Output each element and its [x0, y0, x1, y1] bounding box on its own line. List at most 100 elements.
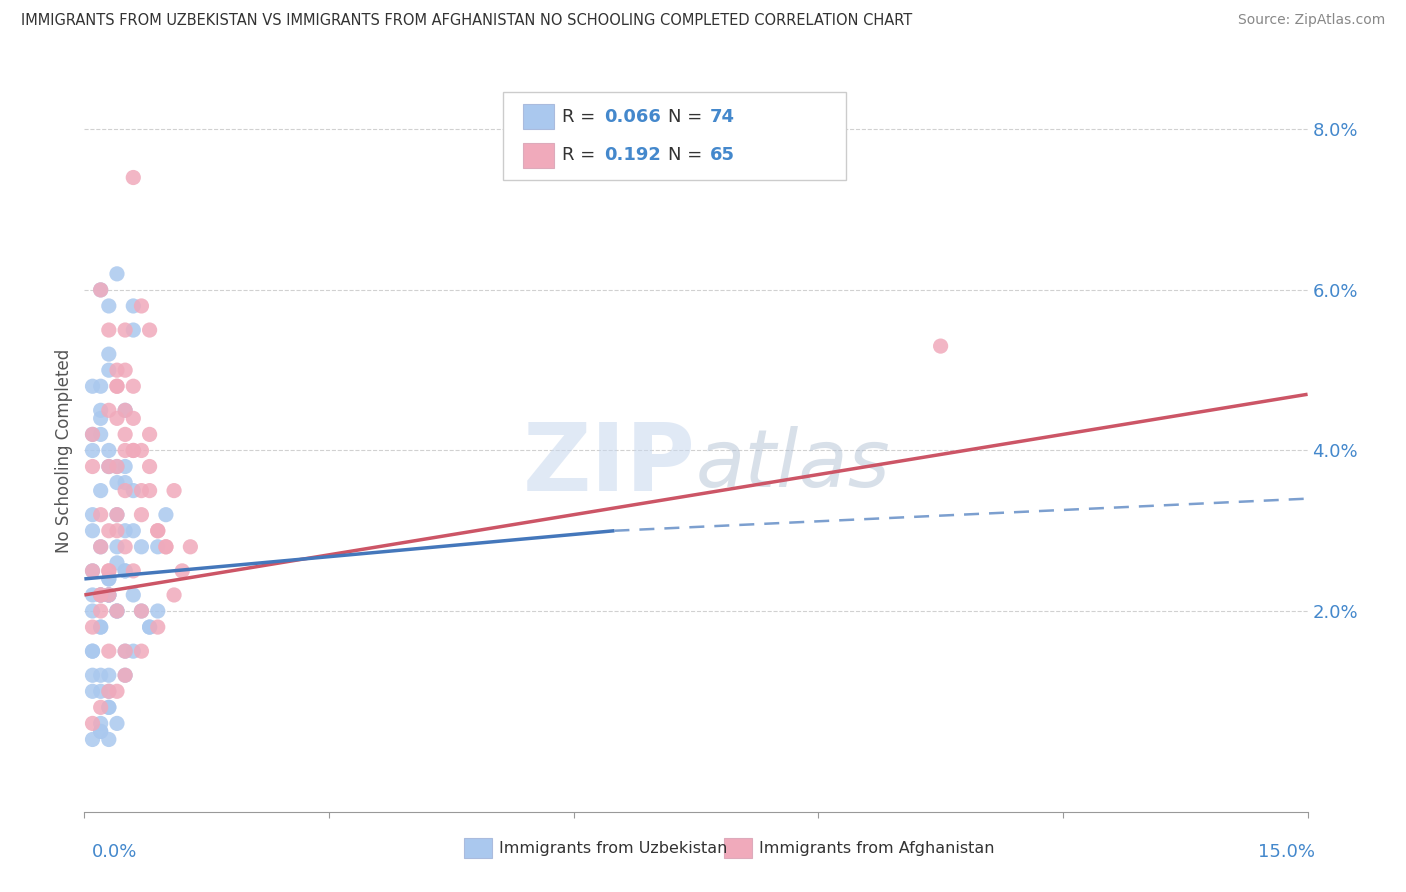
Point — [138, 620, 160, 634]
Point — [97, 572, 120, 586]
Text: R =: R = — [562, 146, 602, 164]
Point — [105, 684, 128, 698]
Point — [114, 403, 136, 417]
Text: Immigrants from Uzbekistan: Immigrants from Uzbekistan — [499, 841, 727, 855]
Point — [97, 459, 120, 474]
Point — [82, 644, 104, 658]
Text: R =: R = — [562, 108, 602, 126]
Point — [82, 644, 104, 658]
Point — [82, 732, 104, 747]
Point — [146, 604, 169, 618]
Point — [105, 459, 128, 474]
Point — [90, 724, 112, 739]
Point — [122, 379, 145, 393]
Point — [122, 323, 145, 337]
Point — [122, 564, 145, 578]
Point — [90, 283, 112, 297]
Point — [131, 299, 153, 313]
Point — [82, 564, 104, 578]
Y-axis label: No Schooling Completed: No Schooling Completed — [55, 349, 73, 552]
Point — [122, 644, 145, 658]
Point — [122, 443, 145, 458]
Point — [146, 620, 169, 634]
Point — [97, 443, 120, 458]
Point — [97, 588, 120, 602]
Point — [82, 379, 104, 393]
Point — [105, 604, 128, 618]
Text: ZIP: ZIP — [523, 419, 696, 511]
Point — [82, 508, 104, 522]
Point — [122, 299, 145, 313]
Point — [105, 604, 128, 618]
Point — [90, 540, 112, 554]
Point — [131, 483, 153, 498]
Point — [105, 475, 128, 490]
Point — [82, 716, 104, 731]
Point — [97, 588, 120, 602]
Point — [138, 459, 160, 474]
Point — [97, 668, 120, 682]
Point — [146, 524, 169, 538]
Text: 0.192: 0.192 — [605, 146, 661, 164]
Point — [179, 540, 201, 554]
Point — [105, 604, 128, 618]
Point — [155, 540, 177, 554]
Point — [131, 604, 153, 618]
Point — [97, 700, 120, 714]
Point — [90, 403, 112, 417]
Point — [90, 483, 112, 498]
Point — [122, 411, 145, 425]
Point — [114, 363, 136, 377]
Point — [97, 347, 120, 361]
Point — [114, 427, 136, 442]
Point — [82, 564, 104, 578]
Point — [105, 540, 128, 554]
Point — [82, 427, 104, 442]
Point — [114, 524, 136, 538]
Point — [97, 700, 120, 714]
Point — [146, 524, 169, 538]
Point — [114, 475, 136, 490]
Point — [114, 564, 136, 578]
Point — [105, 267, 128, 281]
Text: Source: ZipAtlas.com: Source: ZipAtlas.com — [1237, 13, 1385, 28]
Point — [90, 427, 112, 442]
Point — [90, 716, 112, 731]
Point — [105, 716, 128, 731]
Point — [82, 604, 104, 618]
Point — [155, 508, 177, 522]
Point — [122, 524, 145, 538]
Point — [82, 668, 104, 682]
Point — [105, 379, 128, 393]
Text: Immigrants from Afghanistan: Immigrants from Afghanistan — [759, 841, 994, 855]
Point — [131, 508, 153, 522]
Point — [97, 459, 120, 474]
Point — [131, 540, 153, 554]
Point — [90, 620, 112, 634]
Point — [929, 339, 952, 353]
Point — [105, 524, 128, 538]
Point — [97, 323, 120, 337]
Point — [122, 170, 145, 185]
Point — [97, 572, 120, 586]
Point — [114, 459, 136, 474]
Point — [90, 411, 112, 425]
Point — [82, 620, 104, 634]
Point — [90, 588, 112, 602]
Point — [138, 427, 160, 442]
Point — [90, 684, 112, 698]
Point — [131, 644, 153, 658]
Point — [97, 564, 120, 578]
Point — [97, 732, 120, 747]
Point — [114, 644, 136, 658]
Point — [122, 483, 145, 498]
Text: IMMIGRANTS FROM UZBEKISTAN VS IMMIGRANTS FROM AFGHANISTAN NO SCHOOLING COMPLETED: IMMIGRANTS FROM UZBEKISTAN VS IMMIGRANTS… — [21, 13, 912, 29]
Point — [146, 540, 169, 554]
Point — [90, 668, 112, 682]
Point — [122, 588, 145, 602]
Point — [105, 556, 128, 570]
Point — [97, 403, 120, 417]
Point — [131, 604, 153, 618]
Point — [114, 540, 136, 554]
Point — [163, 483, 186, 498]
